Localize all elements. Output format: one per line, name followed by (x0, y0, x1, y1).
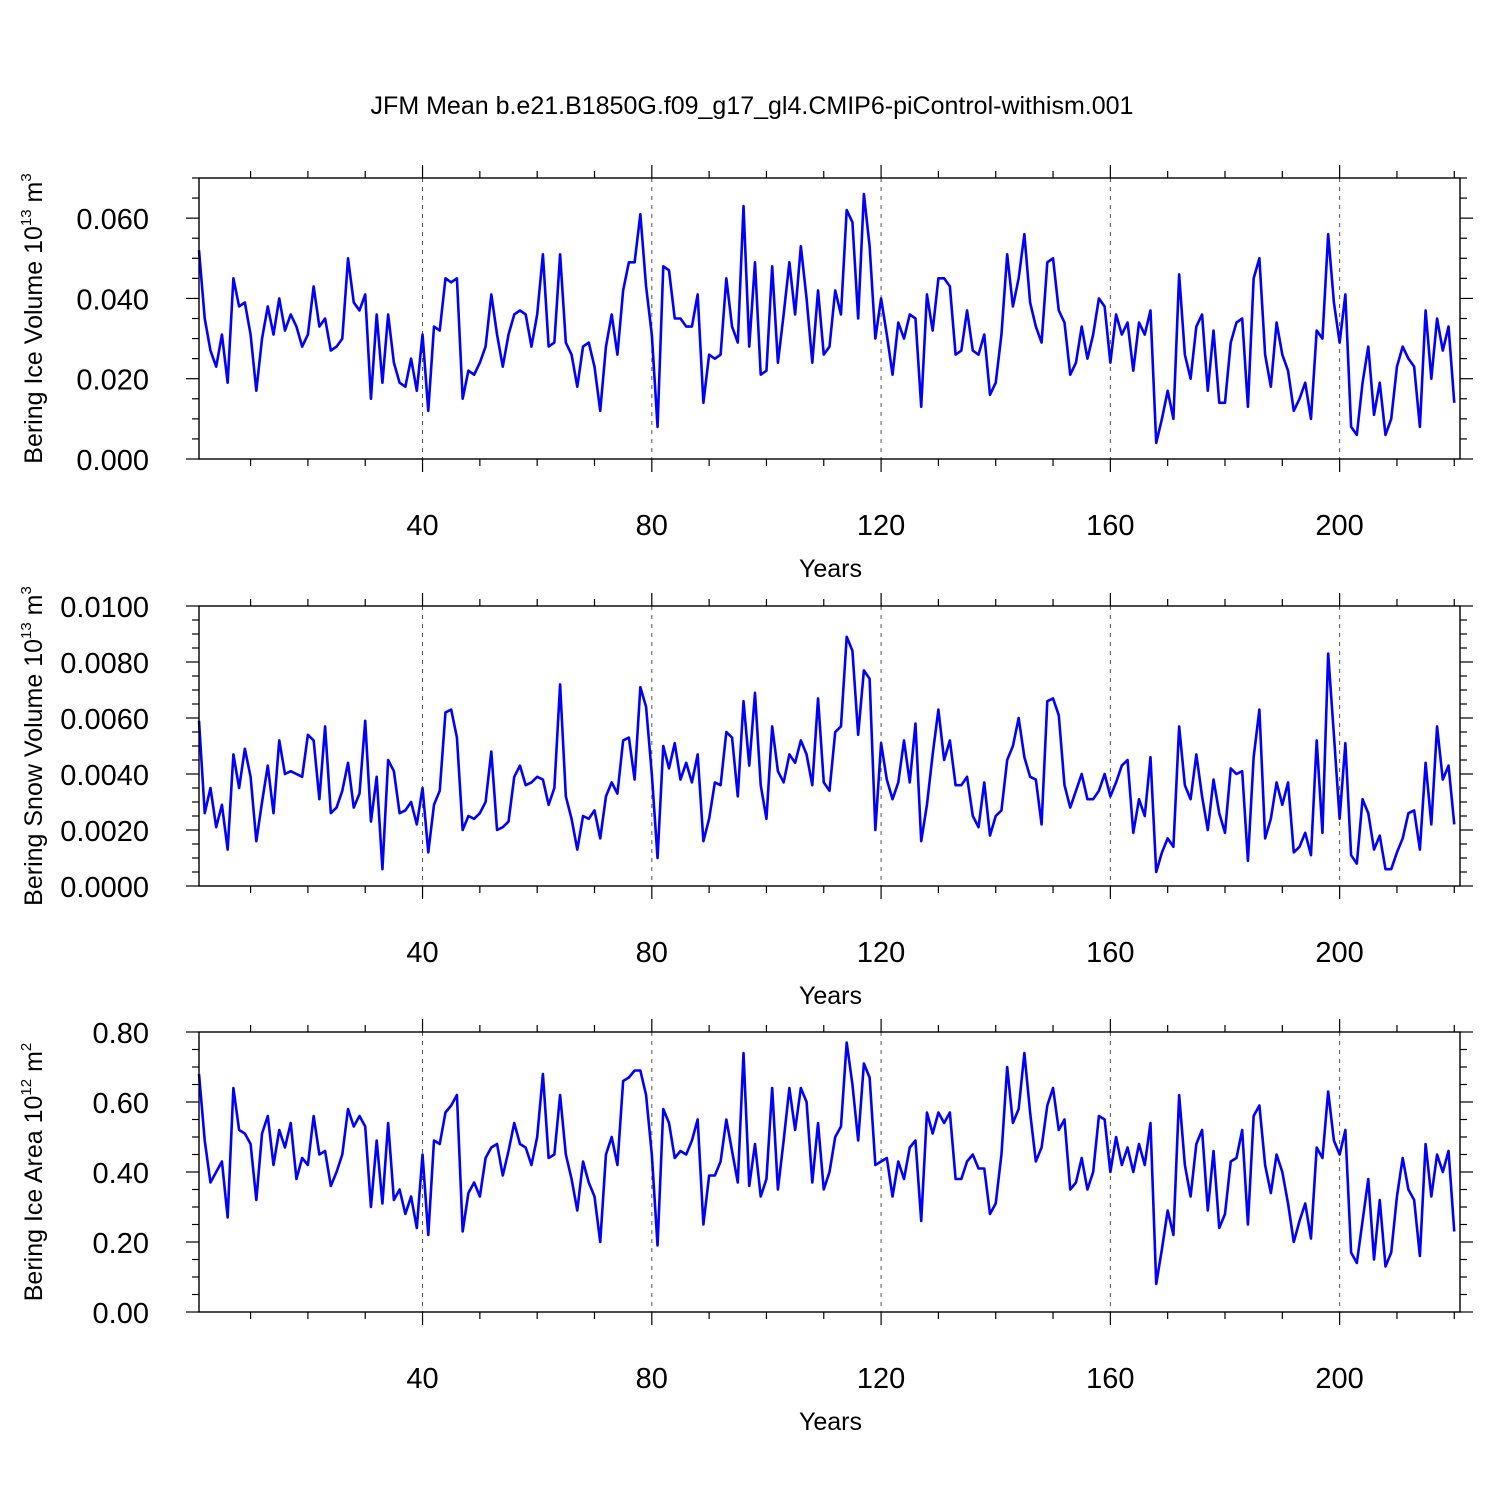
y-tick-label: 0.060 (76, 204, 149, 236)
y-tick-label: 0.0000 (60, 872, 149, 904)
y-axis-label: Bering Snow Volume 1013 m3 (18, 586, 48, 906)
y-axis-label-main: Bering Ice Area 10 (20, 1096, 48, 1302)
y-tick-label: 0.0100 (60, 592, 149, 624)
y-tick-label: 0.00 (93, 1298, 149, 1330)
y-tick-label: 0.40 (93, 1158, 149, 1190)
x-axis-label: Years (799, 1408, 862, 1436)
x-tick-label: 80 (636, 510, 668, 542)
y-tick-label: 0.0040 (60, 760, 149, 792)
y-tick-label: 0.0020 (60, 816, 149, 848)
series-line (197, 1041, 1456, 1286)
x-tick-label: 80 (636, 937, 668, 969)
y-tick-label: 0.000 (76, 445, 149, 477)
y-axis-label-exponent: 12 (18, 1079, 35, 1096)
y-tick-label: 0.20 (93, 1228, 149, 1260)
y-axis-label-unit-exponent: 3 (18, 586, 35, 594)
x-tick-label: 200 (1315, 510, 1363, 542)
chart-title: JFM Mean b.e21.B1850G.f09_g17_gl4.CMIP6-… (371, 92, 1134, 120)
x-tick-label: 120 (857, 1363, 905, 1395)
plot-frame (198, 177, 1461, 460)
y-axis-label: Bering Ice Volume 1013 m3 (18, 173, 48, 463)
y-axis-label-unit: m (20, 595, 48, 623)
y-tick-label: 0.80 (93, 1018, 149, 1050)
y-tick-label: 0.0060 (60, 704, 149, 736)
panel-2: 40 80 120 160 200 0.0000 0.0020 0.0040 0.0060 0.0… (18, 586, 1473, 1010)
x-tick-label: 160 (1086, 1363, 1134, 1395)
x-axis-label: Years (799, 982, 862, 1010)
x-tick-label: 160 (1086, 510, 1134, 542)
x-tick-label: 40 (406, 937, 438, 969)
x-tick-label: 80 (636, 1363, 668, 1395)
y-tick-label: 0.60 (93, 1088, 149, 1120)
panel-1: 40 80 120 160 200 0.000 0.020 0.040 0.060 Years Be… (18, 165, 1473, 583)
y-tick-label: 0.040 (76, 284, 149, 316)
x-tick-label: 120 (857, 510, 905, 542)
x-axis-label: Years (799, 555, 862, 583)
series-line (197, 635, 1456, 874)
plot-frame (198, 605, 1461, 887)
panel-3: 40 80 120 160 200 0.00 0.20 0.40 0.60 0.80 Years Be… (18, 1018, 1473, 1436)
y-tick-label: 0.020 (76, 365, 149, 397)
y-tick-label: 0.0080 (60, 648, 149, 680)
y-axis-label-unit: m (20, 1051, 48, 1079)
x-tick-label: 40 (406, 510, 438, 542)
y-axis-label-unit-exponent: 3 (18, 173, 35, 181)
x-tick-label: 120 (857, 937, 905, 969)
y-axis-label: Bering Ice Area 1012 m2 (18, 1043, 48, 1302)
x-tick-label: 40 (406, 1363, 438, 1395)
x-tick-label: 200 (1315, 937, 1363, 969)
x-tick-label: 200 (1315, 1363, 1363, 1395)
y-axis-label-unit-exponent: 2 (18, 1043, 35, 1051)
y-axis-label-unit: m (20, 182, 48, 210)
y-axis-label-exponent: 13 (18, 209, 35, 226)
y-axis-label-main: Bering Ice Volume 10 (20, 226, 48, 464)
panels: 40 80 120 160 200 0.000 0.020 0.040 0.060 Years Be… (18, 165, 1473, 1436)
x-tick-label: 160 (1086, 937, 1134, 969)
series-line (197, 192, 1456, 445)
y-axis-label-exponent: 13 (18, 622, 35, 639)
plot-frame (198, 1031, 1461, 1313)
y-axis-label-main: Bering Snow Volume 10 (20, 639, 48, 906)
